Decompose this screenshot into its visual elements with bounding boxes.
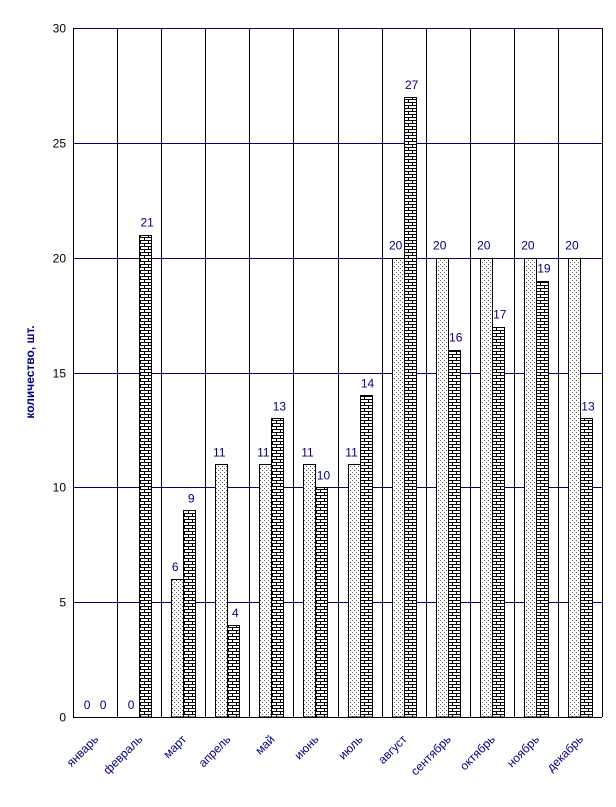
y-tick-label: 15 — [53, 367, 67, 381]
data-label-series-2: 0 — [100, 698, 107, 712]
data-label-series-2: 9 — [188, 491, 195, 505]
bar-series-2 — [315, 487, 328, 718]
x-tick-label: октябрь — [457, 732, 498, 773]
x-tick-label: декабрь — [544, 732, 586, 774]
data-label-series-2: 17 — [493, 308, 507, 322]
x-tick-label: сентябрь — [408, 732, 454, 778]
x-tick-label: январь — [64, 732, 101, 769]
y-tick-label: 30 — [53, 22, 67, 36]
x-tick-label: ноябрь — [504, 732, 542, 770]
bar-series-1 — [436, 258, 449, 718]
data-label-series-2: 13 — [581, 399, 595, 413]
data-label-series-1: 0 — [84, 698, 91, 712]
data-label-series-1: 20 — [521, 239, 535, 253]
bar-series-2 — [536, 281, 549, 718]
bars-layer — [139, 97, 593, 718]
x-tick-label: май — [252, 732, 277, 757]
bar-series-2 — [183, 510, 196, 718]
data-label-series-2: 27 — [405, 78, 419, 92]
data-label-series-2: 16 — [449, 331, 463, 345]
bar-series-1 — [480, 258, 493, 718]
bar-series-1 — [259, 464, 272, 718]
data-label-series-1: 11 — [257, 445, 270, 459]
bar-series-1 — [524, 258, 537, 718]
x-tick-label: апрель — [196, 732, 234, 770]
grid-layer — [73, 28, 603, 718]
data-label-series-2: 21 — [140, 216, 154, 230]
data-label-series-1: 20 — [565, 239, 579, 253]
data-label-series-2: 10 — [317, 468, 331, 482]
bar-series-1 — [171, 579, 184, 718]
data-label-series-1: 20 — [433, 239, 447, 253]
bar-series-1 — [348, 464, 361, 718]
data-label-series-2: 19 — [537, 262, 551, 276]
y-tick-label: 25 — [53, 137, 67, 151]
y-tick-label: 10 — [53, 481, 67, 495]
data-label-series-1: 11 — [213, 445, 226, 459]
bar-series-2 — [404, 97, 417, 718]
data-label-series-1: 11 — [301, 445, 314, 459]
bar-series-1 — [392, 258, 405, 718]
data-label-series-2: 14 — [361, 376, 375, 390]
data-label-series-2: 4 — [232, 606, 239, 620]
bar-series-2 — [360, 395, 373, 718]
data-label-series-1: 20 — [389, 239, 403, 253]
bar-series-1 — [568, 258, 581, 718]
data-label-series-1: 0 — [128, 698, 135, 712]
bar-series-2 — [492, 327, 505, 718]
bar-series-1 — [215, 464, 228, 718]
bar-series-2 — [139, 235, 152, 718]
bar-series-2 — [227, 625, 240, 718]
bar-series-1 — [303, 464, 316, 718]
y-tick-label: 20 — [53, 252, 67, 266]
bar-series-2 — [580, 418, 593, 718]
data-label-series-1: 20 — [477, 239, 491, 253]
x-tick-label: июнь — [291, 732, 321, 762]
bar-series-2 — [271, 418, 284, 718]
data-label-series-1: 6 — [172, 560, 179, 574]
x-tick-label: август — [375, 732, 410, 767]
x-tick-label: март — [160, 732, 189, 761]
y-tick-label: 0 — [59, 711, 66, 725]
bar-series-2 — [448, 350, 461, 718]
x-tick-label: июль — [335, 732, 365, 762]
y-tick-label: 5 — [59, 596, 66, 610]
y-axis-title: количество, шт. — [23, 325, 37, 418]
data-label-series-1: 11 — [345, 445, 358, 459]
x-tick-label: февраль — [100, 732, 145, 777]
data-label-series-2: 13 — [273, 399, 287, 413]
